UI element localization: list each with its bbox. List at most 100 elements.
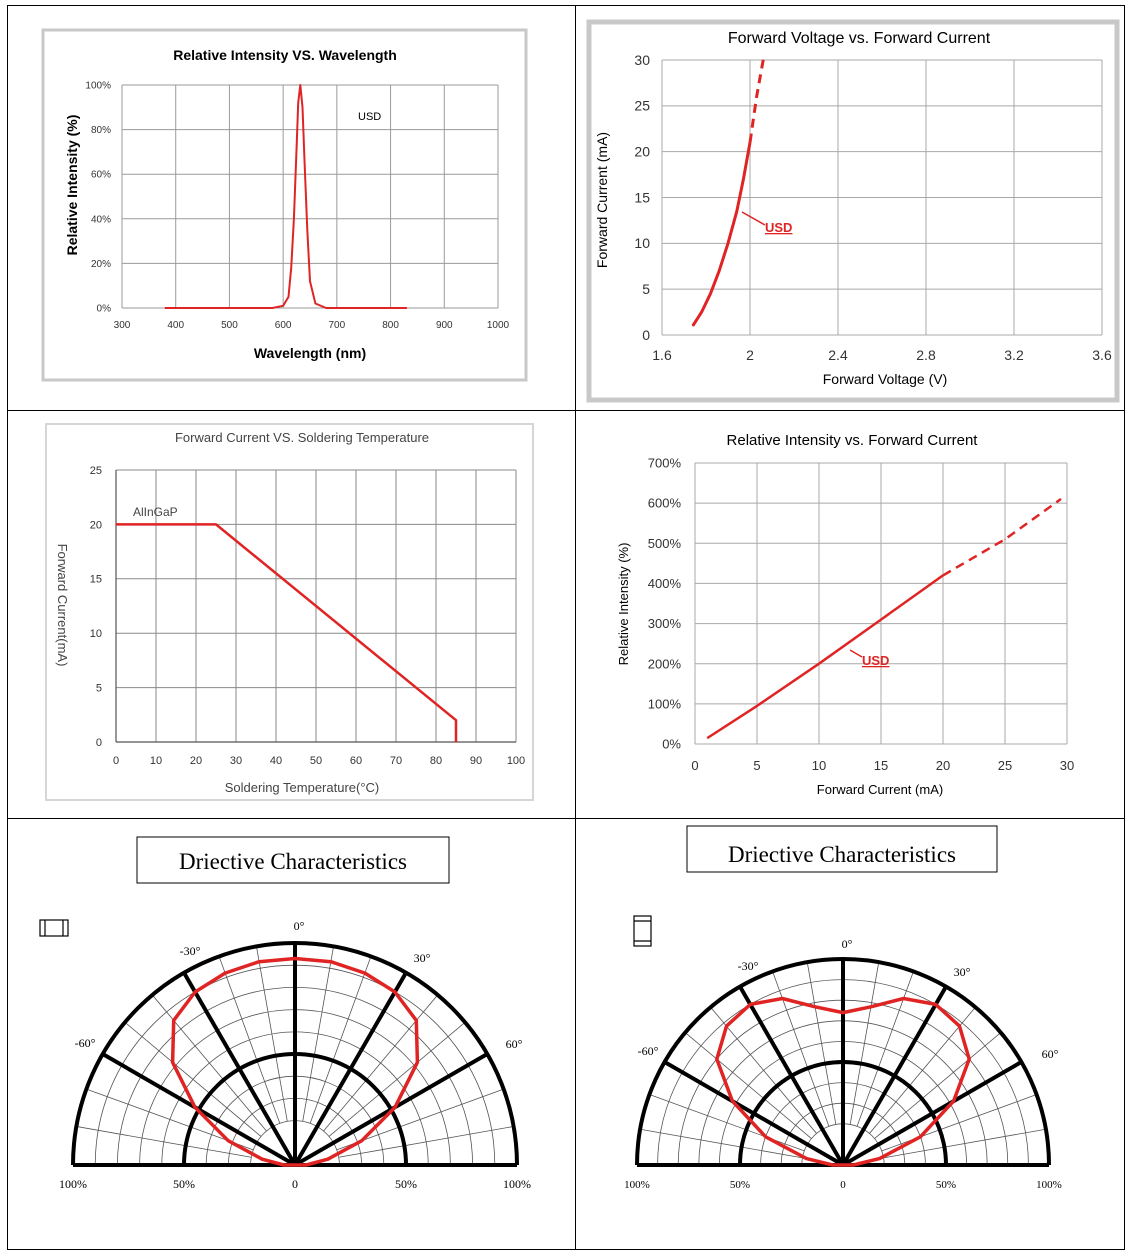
polar-spoke-minor [640, 1128, 803, 1159]
y-tick-label: 30 [634, 52, 650, 68]
angle-labels: 0° 30° -30° 60° -60° [75, 919, 523, 1051]
chart-title: Relative Intensity VS. Wavelength [173, 47, 397, 63]
annotation-leader [849, 649, 863, 658]
y-tick-label: 20 [90, 519, 102, 531]
y-tick-label: 10 [634, 235, 650, 251]
y-tick-label: 80% [91, 125, 111, 136]
x-tick-label: 20 [936, 758, 950, 773]
data-point [301, 106, 304, 108]
x-tick-label: 0 [113, 755, 119, 767]
data-point [756, 96, 758, 98]
series-annotation: USD [765, 220, 792, 235]
pattern-point [902, 997, 905, 1000]
chart-wavelength: Relative Intensity VS. Wavelength 300 400… [41, 28, 528, 382]
data-point [304, 162, 306, 164]
pattern-point [814, 1006, 816, 1008]
data-point [309, 280, 311, 282]
y-tick-label: 500% [648, 536, 682, 551]
x-tick-label: 20 [190, 755, 202, 767]
series-group [691, 59, 765, 327]
chart-relative-intensity-current: Relative Intensity vs. Forward Current 0… [616, 432, 1074, 797]
data-point [293, 218, 295, 220]
x-tick-label: 25 [998, 758, 1012, 773]
pattern-point [227, 1139, 229, 1142]
pattern-point [172, 1019, 175, 1022]
polar-spoke-minor [649, 1094, 805, 1152]
pattern-point [852, 1164, 855, 1166]
pattern-point [394, 991, 396, 993]
chart-soldering-temperature: Forward Current VS. Soldering Temperatur… [45, 423, 534, 801]
data-point [742, 178, 745, 180]
y-tick-label: 0% [662, 737, 681, 752]
polar-spoke-minor [856, 971, 914, 1127]
x-tick-labels: 300 400 500 600 700 800 900 1000 [114, 320, 510, 331]
pattern-point [416, 1061, 419, 1064]
chart-title: Driective Characteristics [728, 842, 956, 867]
x-tick-label: 1000 [487, 320, 510, 331]
series-line-solid [165, 84, 407, 309]
radial-label: 50% [936, 1179, 956, 1191]
pattern-point [781, 997, 784, 1000]
x-tick-label: 900 [436, 320, 453, 331]
plot-grid [115, 469, 517, 743]
x-tick-label: 3.6 [1092, 347, 1112, 363]
polar-spoke-minor [323, 994, 439, 1132]
table-outline [7, 5, 1125, 1250]
chart-frame [45, 423, 534, 801]
angle-labels: 0° 30° -30° 60° -60° [638, 937, 1059, 1061]
data-point [1060, 498, 1062, 500]
pattern-point [842, 1011, 844, 1014]
polar-ring-major [635, 957, 1051, 1166]
data-point [306, 229, 308, 231]
x-tick-label: 15 [874, 758, 888, 773]
y-tick-label: 0 [642, 327, 650, 343]
package-top-icon [633, 915, 652, 947]
data-point [215, 523, 217, 526]
pattern-point [958, 1025, 961, 1027]
x-tick-label: 30 [1060, 758, 1074, 773]
polar-ring-major [738, 1060, 948, 1166]
data-point [282, 305, 284, 307]
x-tick-label: 5 [753, 758, 760, 773]
data-point [1004, 538, 1006, 540]
x-tick-label: 80 [430, 755, 442, 767]
y-tick-label: 100% [648, 696, 682, 711]
y-tick-label: 200% [648, 656, 682, 671]
data-point [299, 84, 301, 86]
data-point [271, 307, 273, 309]
x-tick-label: 2.8 [916, 347, 936, 363]
x-axis-label: Forward Voltage (V) [823, 371, 948, 387]
polar-spoke-minor [218, 956, 281, 1124]
data-point [718, 270, 720, 272]
pattern-point [361, 1139, 363, 1142]
pattern-point [934, 1003, 937, 1006]
data-point [455, 741, 457, 743]
y-tick-label: 300% [648, 616, 682, 631]
series-annotation: USD [862, 653, 889, 668]
polar-spoke-minor [338, 1126, 514, 1158]
polar-spoke-minor [883, 1128, 1046, 1159]
data-point [818, 663, 820, 665]
pattern-point [394, 1106, 396, 1109]
x-tick-label: 400 [167, 320, 184, 331]
annotation-leader [741, 211, 766, 226]
radial-label: 0 [840, 1179, 846, 1191]
y-tick-label: 5 [96, 682, 102, 694]
chart-frame [41, 28, 528, 382]
x-tick-label: 700 [329, 320, 346, 331]
radial-labels: 100% 50% 0 50% 100% [624, 1179, 1062, 1191]
plot-grid [661, 59, 1103, 336]
x-tick-label: 50 [310, 755, 322, 767]
x-axis-label: Wavelength (nm) [254, 345, 366, 361]
y-tick-label: 25 [90, 465, 102, 477]
x-axis-label: Soldering Temperature(°C) [225, 780, 380, 795]
pattern-point [224, 972, 226, 974]
x-tick-label: 3.2 [1004, 347, 1024, 363]
polar-chart-right: Driective Characteristics 0° 30° -30° 60° -6… [624, 825, 1062, 1191]
polar-ring-major [71, 941, 519, 1166]
data-point [762, 59, 764, 61]
x-tick-label: 2.4 [828, 347, 848, 363]
data-point [706, 737, 709, 739]
pattern-point [749, 1003, 752, 1006]
radial-label: 50% [730, 1179, 750, 1191]
